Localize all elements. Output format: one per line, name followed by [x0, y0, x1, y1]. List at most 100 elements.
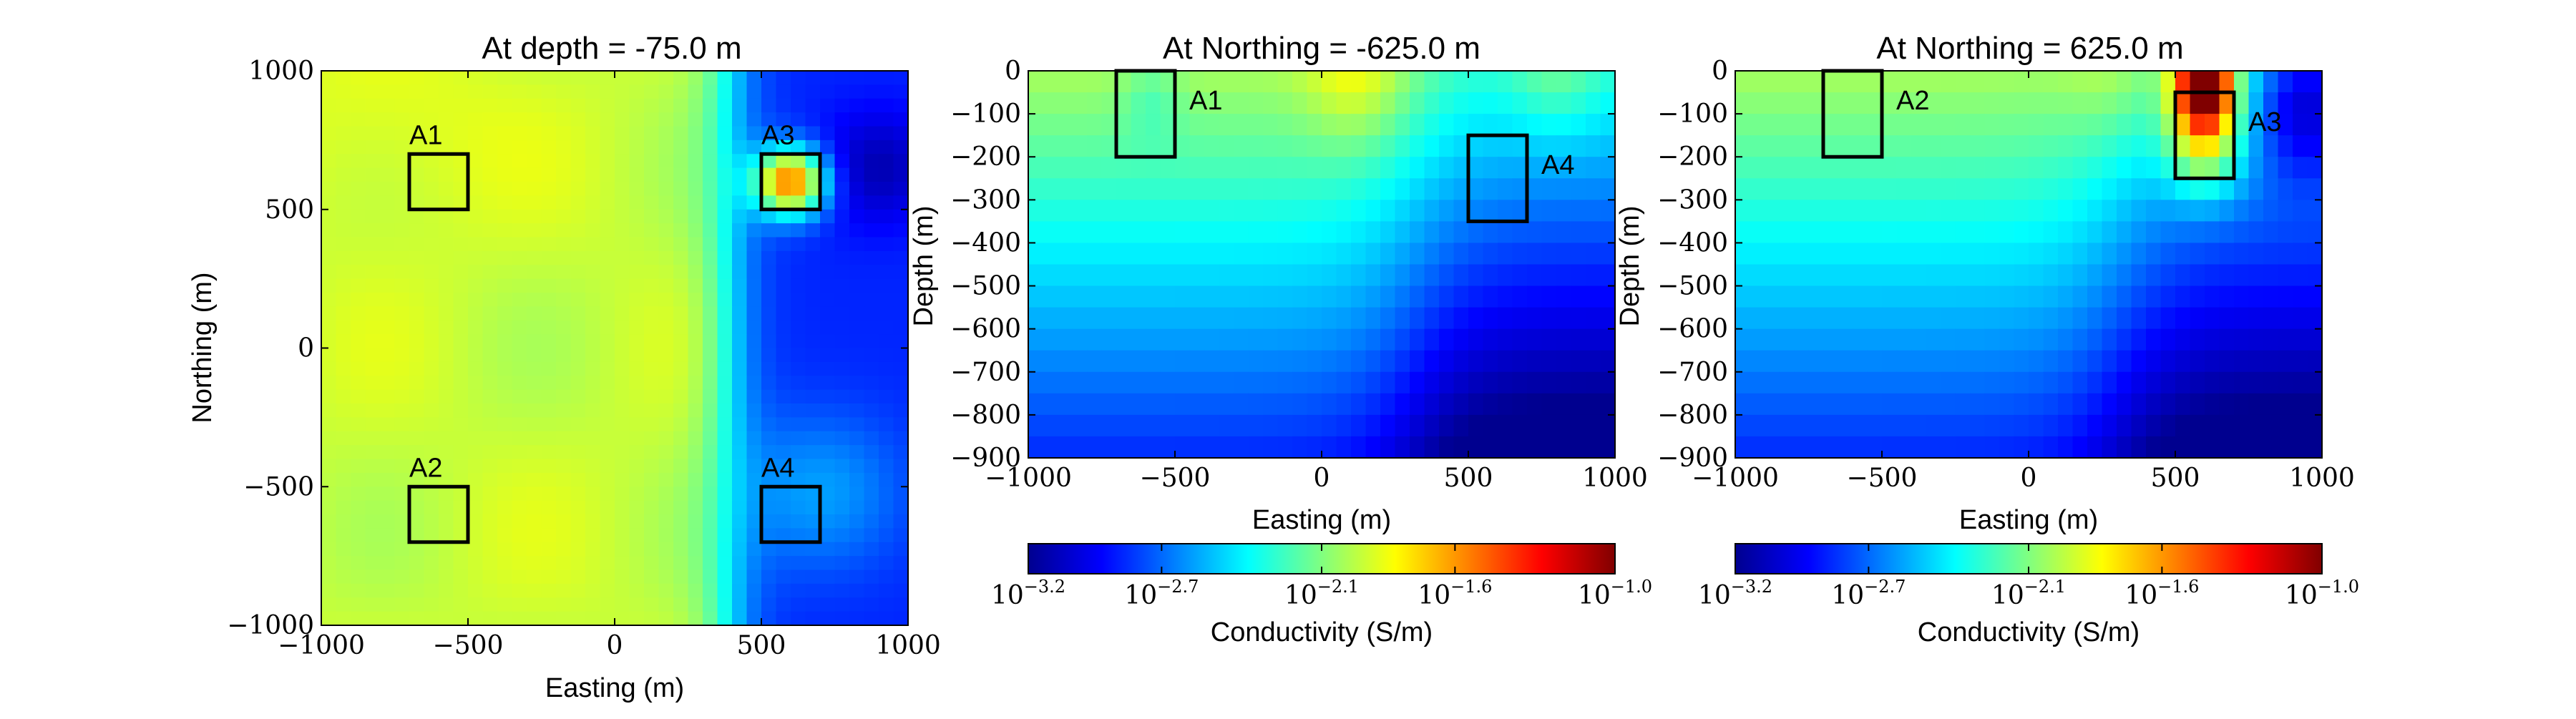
heatmap-cell: [1307, 264, 1322, 287]
heatmap-cell: [527, 556, 542, 571]
heatmap-cell: [1911, 243, 1927, 265]
heatmap-cell: [468, 71, 484, 85]
heatmap-cell: [1336, 92, 1352, 114]
heatmap-cell: [2307, 221, 2323, 244]
heatmap-cell: [1175, 157, 1191, 179]
heatmap-cell: [468, 320, 484, 335]
heatmap-cell: [805, 569, 821, 585]
heatmap-cell: [1779, 393, 1795, 416]
heatmap-cell: [673, 389, 689, 404]
heatmap-cell: [864, 182, 879, 196]
heatmap-cell: [380, 611, 396, 626]
heatmap-cell: [2058, 414, 2074, 437]
heatmap-cell: [1867, 328, 1883, 351]
heatmap-cell: [703, 265, 718, 280]
heatmap-cell: [1028, 328, 1044, 351]
heatmap-cell: [834, 140, 850, 155]
heatmap-cell: [1779, 221, 1795, 244]
heatmap-cell: [673, 403, 689, 418]
heatmap-cell: [2278, 264, 2293, 287]
heatmap-cell: [2160, 157, 2176, 179]
x-tick-label: −500: [1847, 464, 1918, 493]
heatmap-cell: [703, 126, 718, 141]
heatmap-cell: [1779, 350, 1795, 373]
heatmap-cell: [732, 542, 748, 557]
heatmap-cell: [497, 209, 513, 224]
heatmap-cell: [1808, 221, 1824, 244]
heatmap-cell: [424, 126, 439, 141]
heatmap-cell: [1955, 350, 1971, 373]
heatmap-cell: [1087, 328, 1103, 351]
heatmap-cell: [497, 265, 513, 280]
heatmap-cell: [791, 84, 806, 99]
y-tick-label: −100: [950, 99, 1021, 129]
heatmap-cell: [585, 611, 601, 626]
heatmap-cell: [1600, 114, 1616, 136]
heatmap-cell: [820, 84, 836, 99]
heatmap-cell: [365, 112, 381, 127]
heatmap-cell: [1882, 92, 1898, 114]
heatmap-cell: [600, 223, 615, 238]
heatmap-cell: [1556, 371, 1572, 394]
heatmap-cell: [468, 431, 484, 446]
heatmap-cell: [1498, 221, 1513, 244]
heatmap-cell: [1219, 92, 1234, 114]
heatmap-cell: [703, 209, 718, 224]
heatmap-cell: [2146, 436, 2162, 459]
heatmap-cell: [746, 98, 762, 113]
heatmap-cell: [482, 167, 498, 182]
heatmap-cell: [1453, 92, 1469, 114]
heatmap-cell: [1101, 350, 1117, 373]
heatmap-cell: [2190, 285, 2205, 308]
heatmap-cell: [1307, 135, 1322, 157]
heatmap-cell: [1527, 114, 1543, 136]
heatmap-cell: [1527, 371, 1543, 394]
heatmap-cell: [1853, 71, 1868, 93]
heatmap-cell: [409, 293, 425, 307]
heatmap-cell: [717, 84, 733, 99]
colorbar-tick-label: 10−1.6: [2124, 577, 2199, 610]
heatmap-cell: [673, 611, 689, 626]
heatmap-cell: [629, 486, 645, 502]
heatmap-cell: [556, 569, 572, 585]
heatmap-cell: [2293, 264, 2308, 287]
heatmap-cell: [1204, 371, 1220, 394]
heatmap-cell: [541, 140, 557, 155]
heatmap-cell: [468, 472, 484, 487]
heatmap-cell: [1586, 307, 1601, 330]
heatmap-cell: [1380, 200, 1396, 222]
heatmap-cell: [1765, 92, 1780, 114]
heatmap-cell: [1970, 307, 1986, 330]
heatmap-cell: [615, 486, 630, 502]
heatmap-cell: [1116, 436, 1132, 459]
heatmap-cell: [893, 514, 909, 529]
heatmap-cell: [351, 320, 366, 335]
heatmap-cell: [527, 265, 542, 280]
heatmap-cell: [644, 140, 660, 155]
heatmap-cell: [776, 376, 791, 391]
heatmap-cell: [468, 556, 484, 571]
heatmap-cell: [879, 431, 894, 446]
heatmap-cell: [1189, 371, 1205, 394]
heatmap-cell: [336, 500, 351, 515]
heatmap-cell: [2278, 414, 2293, 437]
heatmap-cell: [1101, 200, 1117, 222]
heatmap-cell: [2072, 307, 2088, 330]
heatmap-cell: [1498, 436, 1513, 459]
y-tick-label: 1000: [248, 57, 314, 86]
heatmap-cell: [527, 209, 542, 224]
heatmap-cell: [893, 403, 909, 418]
heatmap-cell: [2278, 393, 2293, 416]
heatmap-cell: [1058, 135, 1073, 157]
heatmap-cell: [644, 71, 660, 85]
heatmap-cell: [1867, 135, 1883, 157]
heatmap-cell: [1175, 371, 1191, 394]
heatmap-cell: [746, 514, 762, 529]
heatmap-cell: [849, 361, 865, 376]
heatmap-cell: [1779, 157, 1795, 179]
heatmap-cell: [2029, 393, 2044, 416]
heatmap-cell: [1043, 350, 1058, 373]
heatmap-cell: [468, 459, 484, 474]
heatmap-cell: [2278, 200, 2293, 222]
heatmap-cell: [600, 98, 615, 113]
